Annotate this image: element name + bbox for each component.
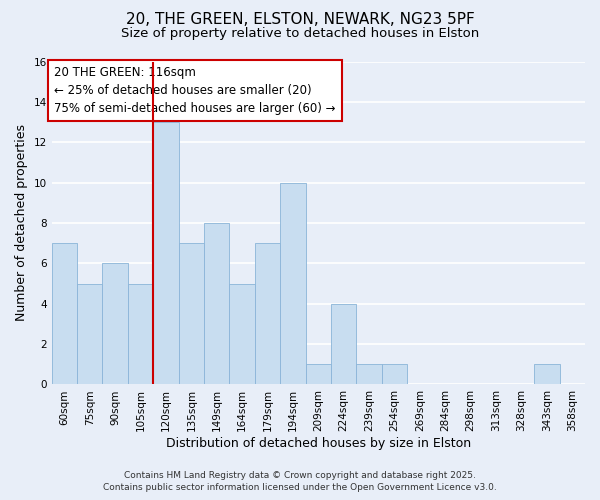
Bar <box>331 304 356 384</box>
Text: 20, THE GREEN, ELSTON, NEWARK, NG23 5PF: 20, THE GREEN, ELSTON, NEWARK, NG23 5PF <box>125 12 475 28</box>
Bar <box>356 364 382 384</box>
Bar <box>280 182 305 384</box>
Bar <box>77 284 103 384</box>
Text: Size of property relative to detached houses in Elston: Size of property relative to detached ho… <box>121 28 479 40</box>
Y-axis label: Number of detached properties: Number of detached properties <box>15 124 28 322</box>
Bar <box>52 243 77 384</box>
Bar <box>153 122 179 384</box>
Bar <box>103 264 128 384</box>
Bar <box>128 284 153 384</box>
Bar <box>255 243 280 384</box>
Text: 20 THE GREEN: 116sqm
← 25% of detached houses are smaller (20)
75% of semi-detac: 20 THE GREEN: 116sqm ← 25% of detached h… <box>55 66 336 116</box>
Bar <box>305 364 331 384</box>
Text: Contains HM Land Registry data © Crown copyright and database right 2025.
Contai: Contains HM Land Registry data © Crown c… <box>103 471 497 492</box>
Bar <box>534 364 560 384</box>
X-axis label: Distribution of detached houses by size in Elston: Distribution of detached houses by size … <box>166 437 471 450</box>
Bar <box>204 223 229 384</box>
Bar <box>229 284 255 384</box>
Bar <box>179 243 204 384</box>
Bar <box>382 364 407 384</box>
